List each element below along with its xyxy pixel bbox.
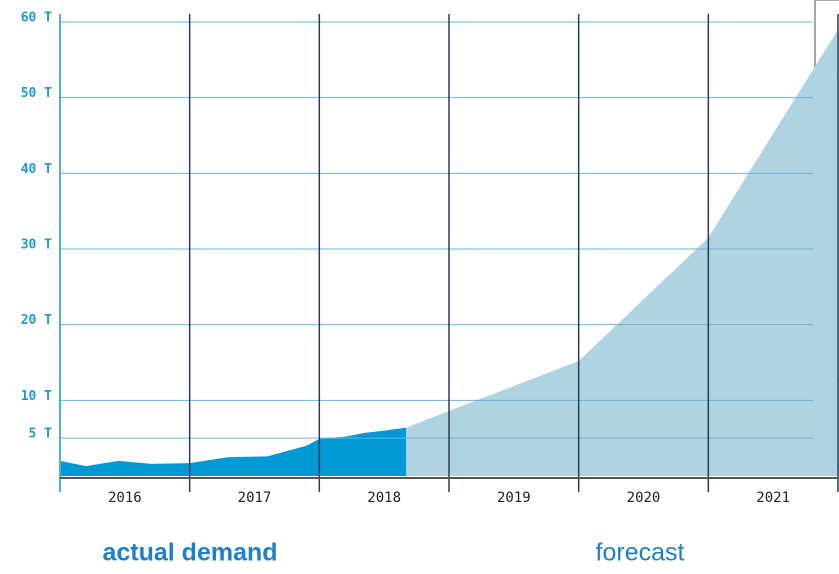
y-tick-label: 50 T (21, 86, 52, 101)
x-tick-label: 2020 (627, 490, 661, 506)
x-tick-label: 2019 (497, 490, 531, 506)
y-tick-label: 40 T (21, 162, 52, 177)
x-tick-label: 2018 (367, 490, 401, 506)
y-tick-label: 60 T (21, 11, 52, 26)
y-tick-label: 10 T (21, 389, 52, 404)
area (60, 428, 406, 476)
legend-label: forecast (596, 539, 685, 567)
legend-label: actual demand (102, 539, 277, 567)
chart: 5 T 10 T 20 T 30 T 40 T 50 T 60 T 2016 2017 2018 2… (0, 0, 839, 574)
y-tick-label: 30 T (21, 238, 52, 253)
y-tick-label: 20 T (21, 313, 52, 328)
area (406, 30, 838, 476)
x-tick-label: 2017 (238, 490, 272, 506)
x-tick-label: 2021 (756, 490, 790, 506)
y-tick-label: 5 T (29, 427, 53, 442)
x-tick-label: 2016 (108, 490, 142, 506)
